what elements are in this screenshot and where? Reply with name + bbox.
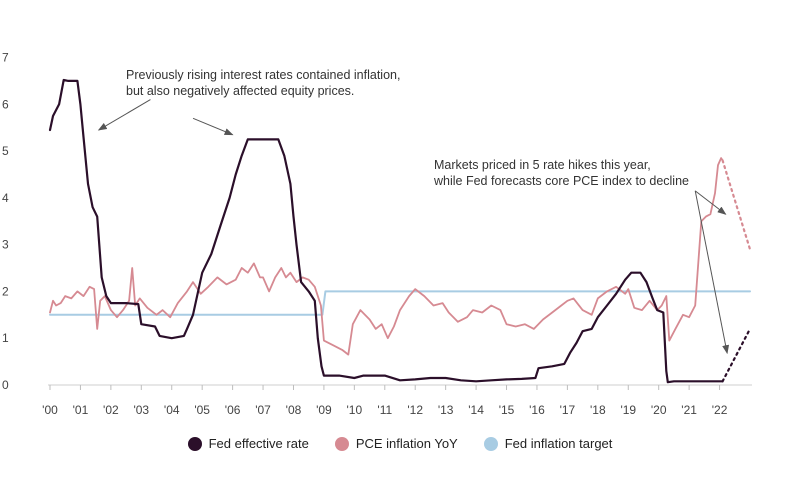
x-tick-label-2002: '02 — [103, 403, 119, 417]
x-tick-label-2005: '05 — [194, 403, 210, 417]
legend-item-fed-effective-rate: Fed effective rate — [187, 436, 309, 451]
series-line-fed-effective-rate — [48, 78, 724, 384]
annotation-line: Previously rising interest rates contain… — [126, 68, 400, 82]
series-line-fed-inflation-target — [49, 290, 751, 316]
legend-label-fed-effective-rate: Fed effective rate — [208, 436, 309, 451]
legend-label-fed-inflation-target: Fed inflation target — [504, 436, 613, 451]
x-tick-label-2007: '07 — [255, 403, 271, 417]
y-tick-label-6: 6 — [2, 97, 9, 111]
legend-item-pce-inflation: PCE inflation YoY — [334, 436, 458, 451]
x-tick-label-2001: '01 — [73, 403, 89, 417]
y-tick-label-2: 2 — [2, 284, 9, 298]
y-tick-label-3: 3 — [2, 238, 9, 252]
y-tick-label-1: 1 — [2, 331, 9, 345]
y-tick-label-7: 7 — [2, 51, 9, 65]
x-tick-label-2003: '03 — [133, 403, 149, 417]
legend-item-fed-inflation-target: Fed inflation target — [483, 436, 613, 451]
annotation-text-hikes: Markets priced in 5 rate hikes this year… — [433, 158, 689, 188]
legend-swatch-fed-effective-rate — [187, 436, 202, 451]
x-tick-label-2017: '17 — [560, 403, 576, 417]
annotation-text-rates: Previously rising interest rates contain… — [126, 68, 400, 98]
annotation-arrow-rates-1 — [192, 117, 234, 136]
legend-swatch-fed-inflation-target — [483, 436, 498, 451]
series-layer — [48, 78, 752, 384]
annotation-arrow-hikes-0 — [694, 190, 727, 215]
x-axis-ticks: '00 '01 '02 '03 '04 '05 '06 '07 '08 '09 '10 '11 '12 '… — [42, 385, 728, 417]
x-tick-label-2018: '18 — [590, 403, 606, 417]
legend-label-pce-inflation: PCE inflation YoY — [355, 436, 458, 451]
x-tick-label-2012: '12 — [407, 403, 423, 417]
x-tick-label-2021: '21 — [681, 403, 697, 417]
annotations: Previously rising interest rates contain… — [97, 68, 730, 355]
x-tick-label-2013: '13 — [438, 403, 454, 417]
x-tick-label-2009: '09 — [316, 403, 332, 417]
x-tick-label-2022: '22 — [712, 403, 728, 417]
x-tick-label-2014: '14 — [468, 403, 484, 417]
y-axis-ticks: 0 1 2 3 4 5 6 7 — [2, 51, 9, 393]
x-tick-label-2004: '04 — [164, 403, 180, 417]
x-tick-label-2011: '11 — [377, 403, 392, 417]
x-tick-label-2020: '20 — [651, 403, 667, 417]
x-tick-label-2019: '19 — [620, 403, 636, 417]
annotation-arrow-hikes-1 — [694, 190, 730, 355]
legend: Fed effective rate PCE inflation YoY Fed… — [0, 436, 800, 451]
projection-line-pce-inflation-yoy — [721, 159, 752, 251]
x-tick-label-2008: '08 — [286, 403, 302, 417]
y-tick-label-4: 4 — [2, 191, 9, 205]
x-tick-label-2006: '06 — [225, 403, 241, 417]
x-tick-label-2016: '16 — [529, 403, 545, 417]
legend-swatch-pce-inflation — [334, 436, 349, 451]
y-tick-label-5: 5 — [2, 144, 9, 158]
annotation-line: Markets priced in 5 rate hikes this year… — [434, 158, 651, 172]
annotation-arrow-rates-0 — [97, 99, 151, 131]
x-tick-label-2015: '15 — [499, 403, 515, 417]
annotation-line: but also negatively affected equity pric… — [126, 84, 354, 98]
x-tick-label-2010: '10 — [347, 403, 363, 417]
series-line-pce-inflation-yoy — [49, 157, 724, 356]
x-tick-label-2000: '00 — [42, 403, 58, 417]
y-tick-label-0: 0 — [2, 378, 9, 392]
annotation-line: while Fed forecasts core PCE index to de… — [433, 174, 689, 188]
projection-line-fed-effective-rate — [721, 327, 752, 383]
